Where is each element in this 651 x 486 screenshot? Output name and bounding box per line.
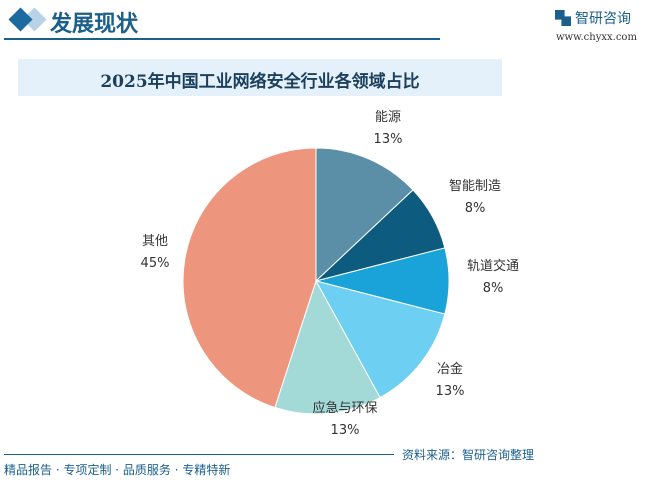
section-title: 发展现状 [50, 12, 139, 37]
pie-slice-0 [315, 147, 414, 283]
pie-label-category: 能源 [375, 110, 401, 125]
source-note: 资料来源：智研咨询整理 [402, 448, 535, 462]
pie-label-category: 轨道交通 [467, 258, 519, 274]
pie-label-value: 8% [465, 201, 486, 216]
brand-url: www.chyxx.com [556, 32, 637, 43]
chart-title-box: 2025年中国工业网络安全行业各领域占比 [18, 59, 502, 96]
brand-name: 智研咨询 [575, 11, 631, 27]
pie-label-category: 应急与环保 [312, 400, 377, 416]
header-divider [4, 38, 440, 40]
chart-title: 2025年中国工业网络安全行业各领域占比 [100, 72, 420, 92]
pie-label-value: 8% [483, 281, 504, 296]
brand: 智研咨询 [555, 8, 631, 28]
pie-label-value: 13% [374, 132, 403, 147]
footer-slogan: 精品报告 · 专项定制 · 品质服务 · 专精特新 [4, 463, 231, 477]
pie-slice-3 [315, 280, 446, 399]
pie-slice-5 [182, 147, 317, 409]
pie-label-value: 45% [141, 256, 170, 271]
pie-label-value: 13% [436, 384, 465, 399]
pie-label-value: 13% [331, 423, 360, 438]
pie-label-category: 其他 [142, 234, 168, 249]
pie-label-category: 冶金 [437, 361, 463, 377]
pie-slice-4 [274, 279, 381, 415]
pie-label-category: 智能制造 [449, 179, 501, 194]
footer-divider [4, 454, 394, 455]
